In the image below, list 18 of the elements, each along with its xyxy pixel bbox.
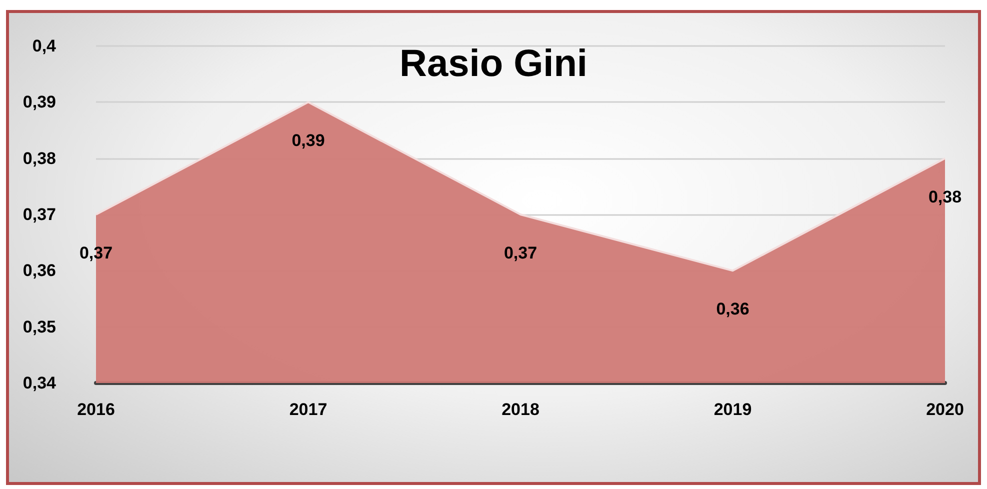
x-tick-label: 2016	[77, 400, 115, 419]
chart-title: Rasio Gini	[400, 43, 588, 85]
y-tick-label: 0,35	[22, 317, 56, 336]
data-label: 0,38	[928, 187, 962, 206]
y-tick-label: 0,39	[22, 92, 56, 112]
data-label: 0,37	[79, 244, 113, 262]
x-tick-label: 2019	[714, 400, 752, 419]
data-label: 0,36	[716, 300, 750, 319]
y-tick-label: 0,37	[22, 205, 56, 224]
y-tick-label: 0,4	[32, 36, 57, 56]
y-tick-label: 0,36	[22, 261, 56, 280]
data-label: 0,37	[504, 244, 538, 262]
y-tick-label: 0,38	[22, 148, 56, 168]
y-tick-label: 0,34	[22, 374, 57, 392]
x-tick-label: 2020	[926, 400, 964, 419]
x-tick-label: 2018	[502, 400, 540, 419]
x-tick-label: 2017	[289, 400, 328, 419]
data-label: 0,39	[292, 131, 325, 150]
